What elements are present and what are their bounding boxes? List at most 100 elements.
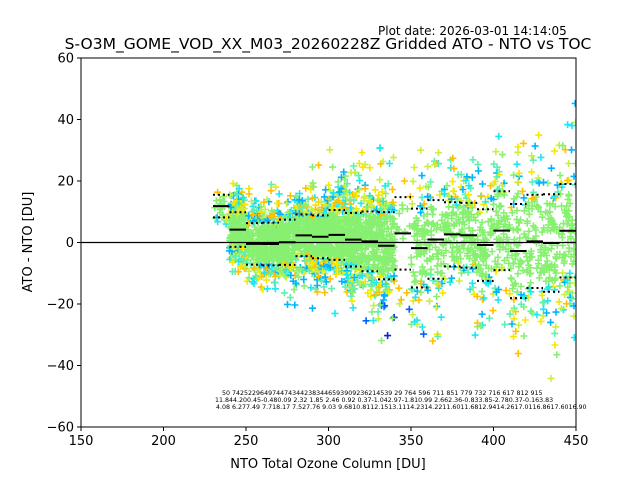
data-point xyxy=(347,284,355,292)
data-point xyxy=(366,164,374,172)
data-point xyxy=(478,287,486,295)
data-point xyxy=(425,183,432,191)
data-point xyxy=(434,332,442,340)
x-axis: 150 200 250 300 350 400 450 xyxy=(69,427,588,449)
data-point xyxy=(293,205,301,213)
data-point xyxy=(455,277,463,285)
data-point xyxy=(565,248,573,255)
data-point xyxy=(344,227,351,235)
data-point xyxy=(489,307,497,315)
data-point xyxy=(341,204,349,212)
data-point xyxy=(371,186,379,194)
data-point xyxy=(331,309,339,317)
data-point xyxy=(478,310,486,318)
data-point xyxy=(469,156,477,164)
plot-date: Plot date: 2026-03-01 14:14:05 xyxy=(378,24,567,38)
data-point xyxy=(413,252,421,260)
data-point xyxy=(411,318,419,326)
data-point xyxy=(320,283,328,291)
data-point xyxy=(568,122,576,130)
data-point xyxy=(355,160,363,167)
data-point xyxy=(341,172,349,180)
data-point xyxy=(309,194,316,202)
data-point xyxy=(350,196,358,204)
data-point xyxy=(519,187,527,195)
data-point xyxy=(401,177,408,185)
data-point xyxy=(375,217,383,225)
data-point xyxy=(381,266,389,274)
data-point xyxy=(482,261,490,269)
data-point xyxy=(385,288,393,296)
data-point xyxy=(280,289,288,297)
data-point xyxy=(514,178,522,186)
data-point xyxy=(514,148,522,156)
data-point xyxy=(520,194,528,202)
data-point xyxy=(263,276,271,284)
data-point xyxy=(481,235,489,243)
data-point xyxy=(468,279,476,287)
data-point xyxy=(513,160,521,168)
data-point xyxy=(250,230,257,238)
data-point xyxy=(510,171,518,179)
data-point xyxy=(520,139,527,147)
data-point xyxy=(273,199,281,207)
data-point xyxy=(331,218,339,226)
data-point xyxy=(293,217,301,225)
data-point xyxy=(376,144,384,152)
data-point xyxy=(570,302,576,310)
data-point xyxy=(512,251,519,259)
data-point xyxy=(261,269,269,277)
data-point xyxy=(433,262,441,270)
data-point xyxy=(216,209,224,217)
data-point xyxy=(350,162,358,170)
data-point xyxy=(494,212,502,219)
data-point xyxy=(318,203,326,211)
data-point xyxy=(350,274,358,281)
data-point xyxy=(271,279,279,287)
data-point xyxy=(429,219,437,227)
data-point xyxy=(349,249,357,257)
data-point xyxy=(509,260,517,268)
data-point xyxy=(349,219,357,227)
data-point xyxy=(294,251,302,259)
data-point xyxy=(283,199,291,207)
data-point xyxy=(348,297,356,305)
data-point xyxy=(295,273,303,281)
data-point xyxy=(528,178,536,186)
data-point xyxy=(479,180,486,188)
data-point xyxy=(368,282,376,290)
data-point xyxy=(338,277,346,285)
data-point xyxy=(480,201,488,208)
data-point xyxy=(389,314,397,322)
data-point xyxy=(370,256,377,264)
data-point xyxy=(516,260,524,268)
data-point xyxy=(291,301,299,309)
data-point xyxy=(227,203,235,211)
data-point xyxy=(550,266,558,274)
data-point xyxy=(560,219,567,227)
data-point xyxy=(353,192,360,200)
data-point xyxy=(543,309,551,317)
data-point xyxy=(511,279,519,287)
data-point xyxy=(409,297,417,305)
data-point xyxy=(250,264,258,272)
data-point xyxy=(268,223,276,231)
data-point xyxy=(474,161,482,168)
data-point xyxy=(385,257,393,265)
data-point xyxy=(480,294,488,302)
data-point xyxy=(415,296,423,304)
annotation-std: 4.08 6.277.49 7.718.17 7.527.76 9.03 9.6… xyxy=(216,404,587,411)
data-point xyxy=(342,228,350,236)
data-point xyxy=(529,156,537,164)
data-point xyxy=(359,223,366,230)
data-point xyxy=(267,187,275,195)
data-point xyxy=(397,296,405,304)
data-point xyxy=(379,197,387,205)
data-point xyxy=(230,231,238,239)
data-point xyxy=(427,231,435,239)
data-point xyxy=(367,269,375,277)
data-point xyxy=(386,160,393,167)
data-point xyxy=(509,285,516,293)
data-point xyxy=(364,224,372,232)
data-point xyxy=(514,270,522,278)
